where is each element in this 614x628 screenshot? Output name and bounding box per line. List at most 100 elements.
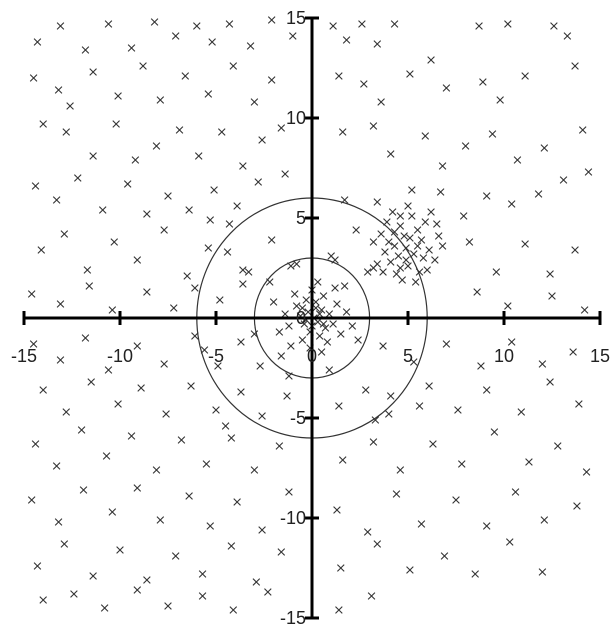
data-point: [283, 392, 291, 400]
data-point: [388, 208, 397, 216]
data-point: [459, 212, 468, 220]
x-tick-label: 10: [494, 346, 514, 366]
data-point: [66, 102, 74, 110]
data-point: [302, 296, 311, 304]
data-point: [114, 400, 122, 408]
data-point: [60, 230, 69, 238]
data-point: [221, 422, 230, 430]
data-point: [340, 196, 349, 204]
data-point: [571, 62, 579, 70]
data-point: [352, 226, 360, 234]
x-tick-label: -10: [107, 346, 133, 366]
y-tick-label: 10: [286, 108, 306, 128]
axis-ticks: [22, 16, 602, 620]
data-point: [256, 362, 264, 370]
x-tick-label: -15: [11, 346, 37, 366]
y-tick-label: -10: [280, 508, 306, 528]
data-point: [267, 16, 276, 24]
data-point: [417, 520, 426, 528]
data-point: [217, 128, 226, 136]
data-point: [373, 40, 382, 48]
data-point: [396, 264, 405, 272]
x-tick-label: 0: [307, 346, 317, 366]
data-point: [300, 320, 309, 328]
data-point: [411, 278, 420, 286]
data-point: [206, 216, 215, 224]
data-point: [553, 442, 562, 450]
data-point: [471, 570, 479, 578]
data-point: [258, 412, 266, 420]
data-point: [329, 22, 337, 30]
data-point: [559, 176, 568, 184]
data-point: [431, 256, 439, 264]
data-point: [337, 330, 345, 338]
data-point: [206, 522, 215, 530]
data-point: [156, 96, 165, 104]
data-point: [504, 302, 512, 310]
data-point: [417, 236, 426, 244]
data-point: [70, 590, 78, 598]
data-point: [160, 360, 168, 368]
data-point: [164, 192, 172, 200]
data-point: [335, 72, 343, 80]
data-point: [83, 266, 92, 274]
data-point: [538, 360, 547, 368]
data-point: [73, 174, 82, 182]
data-point: [89, 152, 97, 160]
data-point: [133, 256, 142, 264]
data-point: [423, 266, 431, 274]
data-point: [202, 460, 211, 468]
data-point: [358, 20, 366, 28]
data-point: [360, 80, 368, 88]
data-point: [371, 416, 380, 424]
data-point: [227, 434, 236, 442]
data-point: [409, 358, 418, 366]
data-point: [479, 78, 487, 86]
data-point: [229, 606, 238, 614]
data-point: [114, 92, 122, 100]
data-point: [338, 456, 347, 464]
data-point: [133, 342, 142, 350]
data-point: [425, 246, 433, 254]
data-point: [171, 32, 180, 40]
data-point: [27, 496, 36, 504]
data-point: [56, 300, 65, 308]
data-point: [56, 356, 65, 364]
data-point: [81, 334, 90, 342]
data-point: [379, 342, 387, 350]
data-point: [269, 298, 278, 306]
data-point: [538, 568, 547, 576]
data-point: [127, 432, 136, 440]
data-point: [277, 124, 286, 132]
data-point: [396, 466, 405, 474]
data-point: [233, 498, 241, 506]
data-point: [265, 278, 274, 286]
data-point: [408, 186, 416, 194]
data-point: [337, 564, 345, 572]
y-tick-label: 5: [296, 208, 306, 228]
data-point: [191, 332, 199, 340]
data-point: [482, 386, 491, 394]
data-point: [438, 162, 447, 170]
data-point: [534, 190, 543, 198]
data-point: [490, 428, 499, 436]
data-point: [429, 440, 437, 448]
data-point: [37, 246, 46, 254]
data-point: [413, 242, 422, 250]
data-point: [369, 438, 378, 446]
data-point: [331, 256, 339, 264]
data-point: [315, 332, 324, 340]
data-point: [287, 262, 295, 270]
data-point: [39, 386, 47, 394]
data-point: [438, 242, 447, 250]
data-point: [33, 562, 42, 570]
data-point: [317, 306, 326, 314]
data-point: [540, 516, 549, 524]
data-point: [60, 540, 69, 548]
data-point: [312, 304, 320, 312]
data-point: [191, 284, 199, 292]
data-point: [227, 542, 236, 550]
data-point: [29, 74, 38, 82]
data-point: [304, 308, 312, 316]
data-point: [333, 506, 341, 514]
